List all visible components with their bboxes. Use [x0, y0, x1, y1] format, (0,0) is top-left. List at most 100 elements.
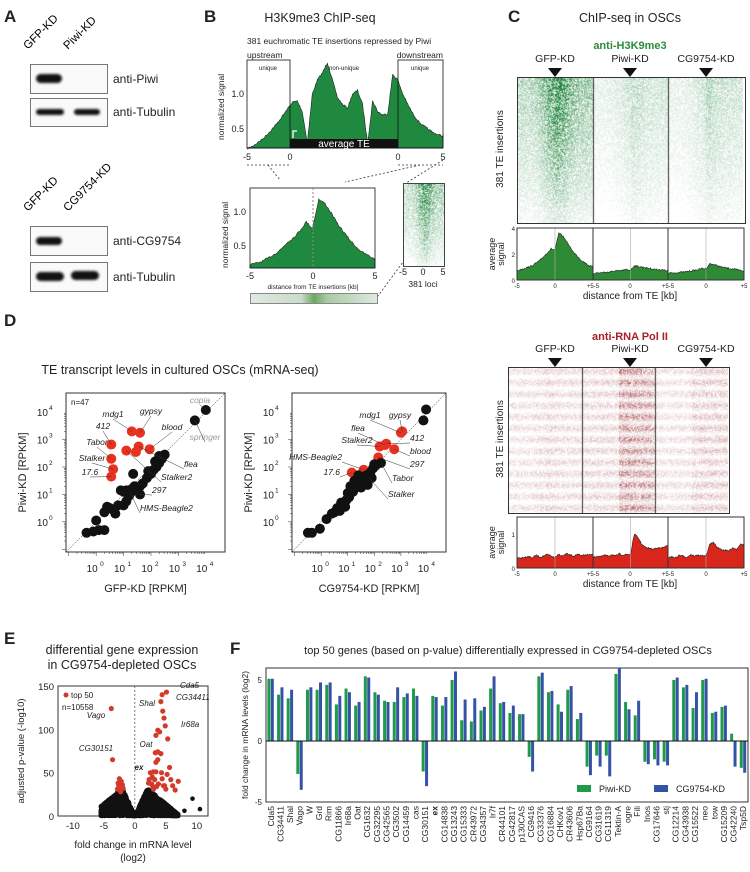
avg-xtick: -5 [514, 572, 520, 578]
te-point-red [130, 446, 141, 457]
bar-piwi-kd [450, 680, 454, 741]
bar-piwi-kd [633, 715, 637, 741]
gene-label: CR43972 [468, 806, 478, 842]
zoom-guide-lines [247, 159, 444, 301]
label-leader [399, 419, 403, 432]
gene-point [107, 796, 113, 802]
label-leader [96, 446, 112, 459]
gene-label: Shal [285, 806, 295, 823]
avg-frame [516, 227, 745, 281]
avg-xtick: 0 [628, 572, 632, 578]
te-point [99, 525, 110, 536]
bar-piwi-kd [412, 688, 416, 741]
bar-cg9754-kd [656, 741, 660, 766]
x-tick-label: 10 [312, 564, 324, 575]
bar-cg9754-kd [376, 694, 380, 741]
bar-piwi-kd [518, 714, 522, 741]
bar-piwi-kd [296, 741, 300, 774]
gene-point [130, 812, 135, 817]
bar-piwi-kd [575, 719, 579, 741]
label-leader [386, 442, 411, 444]
gene-label: CG12214 [671, 806, 681, 843]
te-label: HMS-Beagle2 [289, 452, 342, 462]
gene-label: CG30151 [420, 806, 430, 843]
x-tick-exponent: 3 [405, 561, 409, 568]
band [36, 109, 64, 115]
y-axis-label: Piwi-KD [RPKM] [243, 432, 255, 512]
bar-cg9754-kd [280, 687, 284, 741]
avg-xtick: 0 [553, 284, 557, 290]
te-point [91, 515, 102, 526]
top50-gene-point [172, 787, 178, 793]
gene-point [150, 803, 156, 808]
gene-point [136, 807, 142, 812]
avg-ylabel: average [487, 526, 497, 559]
te-point [341, 494, 352, 505]
y-tick-exponent: 4 [275, 405, 279, 412]
pol2-label: anti-RNA Pol II [592, 331, 668, 343]
top50-gene-point [170, 783, 176, 789]
legend-label: CG9754-KD [676, 784, 726, 794]
b-bottom-profile [249, 187, 376, 269]
gene-label: ex [135, 763, 144, 772]
bar-cg9754-kd [617, 667, 621, 741]
bar-piwi-kd [672, 680, 676, 741]
bar-cg9754-kd [328, 682, 332, 741]
x-tick-exponent: 3 [182, 561, 186, 568]
x-tick-label: 10 [418, 564, 430, 575]
x-tick-label: 10 [196, 564, 208, 575]
bar-piwi-kd [277, 694, 281, 741]
bar-piwi-kd [653, 741, 657, 760]
x-tick-label: 10 [365, 564, 377, 575]
plot-frame [65, 392, 226, 553]
bar-piwi-kd [566, 689, 570, 741]
bar-cg9754-kd [569, 686, 573, 741]
gene-label: CG30151 [79, 744, 113, 753]
x-tick-label: 10 [141, 564, 153, 575]
y-tick-label: 10 [37, 518, 49, 529]
bar-piwi-kd [334, 704, 338, 741]
bar-cg9754-kd [309, 687, 313, 741]
b-bottom-ytick: 1.0 [233, 207, 246, 217]
gene-label: CG14838 [439, 806, 449, 843]
b-top-xtick: 5 [440, 152, 445, 162]
bar-piwi-kd [325, 684, 329, 741]
te-label: mdg1 [359, 410, 381, 420]
x-tick-exponent: 2 [155, 561, 159, 568]
top50-gene-point [153, 769, 159, 775]
bar-piwi-kd [556, 704, 560, 741]
label-leader [112, 418, 132, 432]
bar-piwi-kd [691, 708, 695, 741]
top50-gene-point [163, 786, 169, 792]
gene-label: CG42565 [382, 806, 392, 843]
b-bottom-xlabel: distance from TE insertions [kb] [268, 284, 359, 291]
b-top-xtick: 0 [395, 152, 400, 162]
plot-frame [265, 667, 749, 803]
gene-label: Ir68a [181, 720, 200, 729]
volcano-plot: Vago CG30151 Cda5 CG34411 Shal Ir68a Oat ex -10 -… [16, 681, 210, 864]
bar-cg9754-kd [608, 741, 612, 777]
band [36, 237, 62, 245]
te-position-marker-icon [623, 358, 637, 367]
top50-gene-point [159, 692, 165, 698]
bar-cg9754-kd [714, 711, 718, 741]
te-label: copia [190, 395, 211, 405]
y-axis-label: Piwi-KD [RPKM] [17, 432, 29, 512]
y-tick-exponent: 2 [49, 460, 53, 467]
legend-top50-marker [63, 692, 69, 698]
panel-label-c: C [508, 7, 520, 26]
gene-label: CHKov1 [555, 806, 565, 838]
gene-point [100, 804, 106, 810]
b-top-ytick: 0.5 [231, 124, 244, 134]
gene-label: Cda5 [180, 681, 200, 690]
x-tick-label: 10 [87, 564, 99, 575]
gene-label: neo [700, 806, 710, 820]
top50-gene-point [149, 774, 155, 780]
gene-label: tow [709, 805, 719, 819]
gene-label: CG14459 [401, 806, 411, 843]
te-point [353, 470, 364, 481]
legend-label: Piwi-KD [599, 784, 632, 794]
gene-label: Tektin-A [613, 806, 623, 837]
